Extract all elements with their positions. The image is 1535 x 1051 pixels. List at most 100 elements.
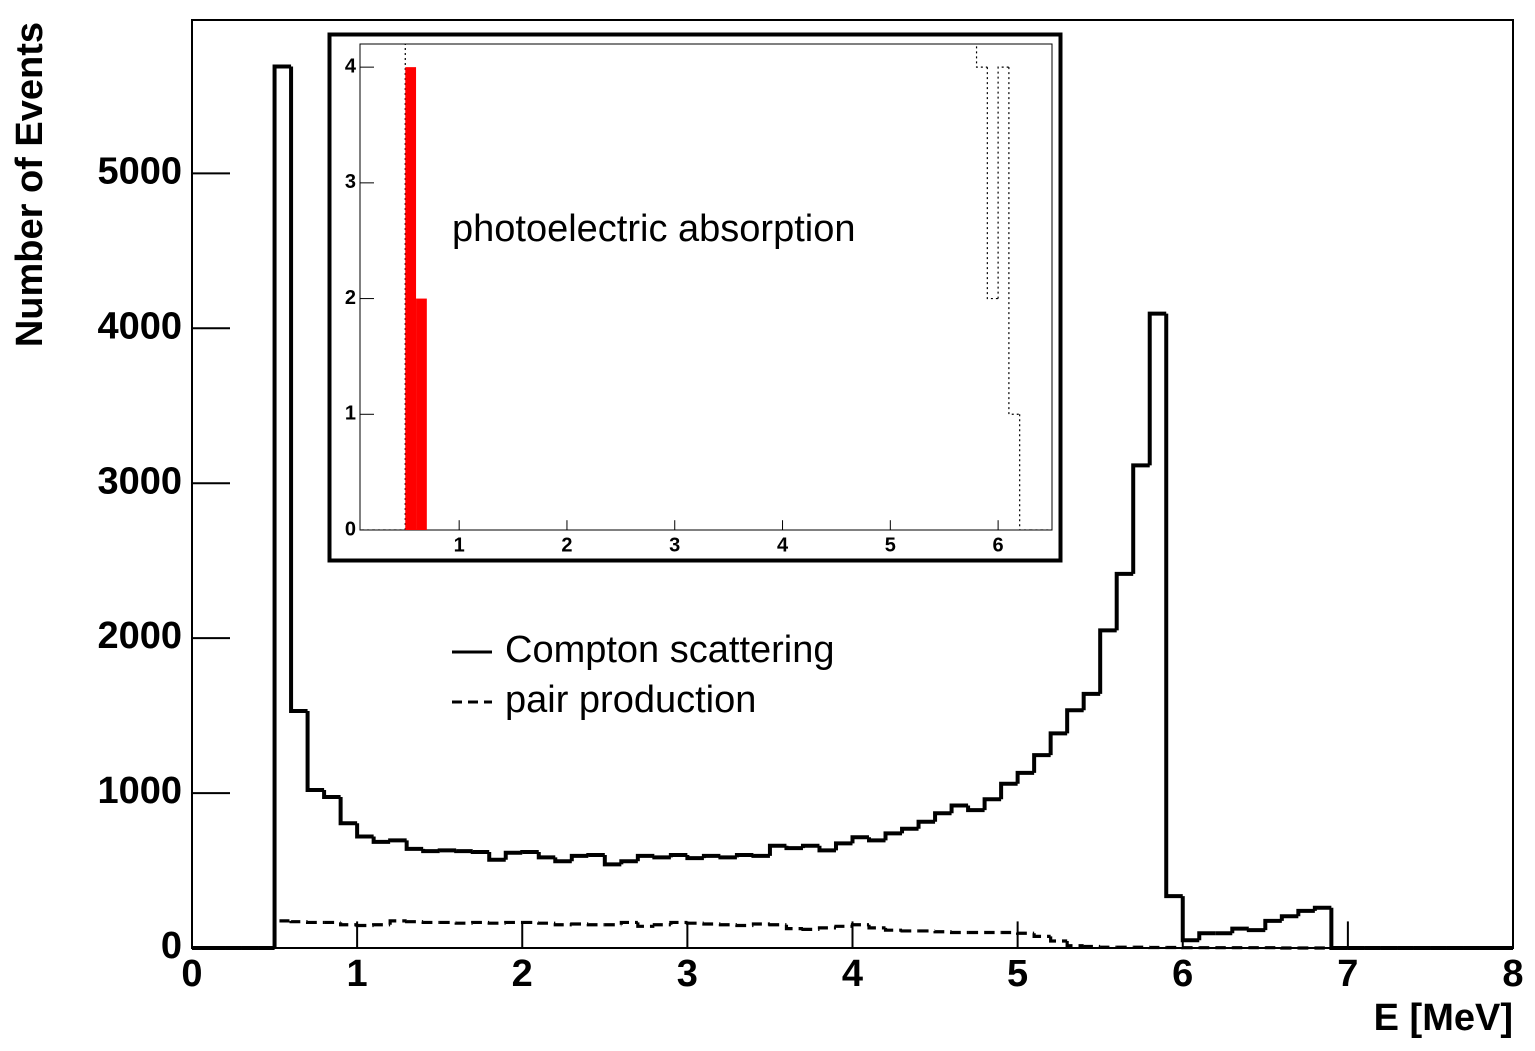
x-tick-label: 1 — [347, 953, 368, 995]
histogram-bin — [833, 841, 853, 851]
histogram-bin — [289, 66, 308, 713]
series-group — [192, 64, 1513, 950]
histogram-bin — [619, 920, 638, 925]
histogram-bin — [997, 66, 1009, 299]
histogram-bin — [471, 920, 490, 925]
histogram-bin — [619, 859, 638, 865]
histogram-bin — [388, 919, 407, 925]
histogram-bin — [801, 927, 820, 932]
histogram-bin — [1098, 945, 1117, 949]
histogram-bin — [933, 930, 952, 934]
histogram-bin — [975, 44, 988, 68]
x-tick-label: 4 — [777, 534, 789, 556]
histogram-bin — [1164, 313, 1183, 899]
histogram-bin — [1065, 941, 1084, 948]
histogram-bin — [404, 840, 424, 851]
histogram-bin — [800, 843, 820, 849]
y-tick-label: 3 — [345, 171, 356, 193]
histogram-bin — [1263, 918, 1282, 931]
x-tick-label: 6 — [1172, 953, 1193, 995]
histogram-bin — [1081, 691, 1101, 711]
histogram-bin — [834, 924, 853, 928]
x-tick-label: 8 — [1502, 953, 1523, 995]
histogram-bin — [305, 920, 325, 925]
histogram-bin — [454, 921, 473, 925]
histogram-bin — [272, 64, 292, 948]
x-tick-label: 6 — [993, 534, 1004, 556]
annotation: photoelectric absorption — [452, 208, 855, 250]
histogram-bin — [371, 836, 391, 844]
histogram-bin — [701, 853, 721, 859]
histogram-bin — [1008, 67, 1020, 415]
bar — [405, 67, 417, 530]
histogram-bin — [735, 923, 754, 928]
histogram-bin — [1114, 571, 1134, 631]
histogram-bin — [437, 848, 457, 853]
histogram-bin — [553, 923, 572, 927]
histogram-bin — [1032, 753, 1051, 773]
histogram-bin — [487, 851, 506, 862]
x-tick-label: 3 — [677, 953, 698, 995]
histogram-bin — [454, 849, 473, 854]
inset-frame — [327, 32, 1063, 563]
series-group — [360, 44, 1052, 530]
histogram-bin — [405, 920, 424, 924]
histogram-bin — [1065, 708, 1084, 734]
histogram-bin — [850, 835, 870, 844]
y-tick-label: 3000 — [97, 460, 182, 502]
histogram-bin — [537, 921, 556, 925]
histogram-bin — [1082, 944, 1101, 949]
histogram-bin — [1032, 933, 1051, 938]
histogram-bin — [520, 849, 539, 854]
x-tick-label: 4 — [842, 953, 863, 995]
histogram-bin — [949, 803, 969, 814]
histogram-bin — [685, 855, 704, 861]
histogram-bin — [272, 919, 292, 948]
histogram-bin — [421, 920, 440, 925]
histogram-bin — [421, 848, 440, 854]
histogram-bin — [1296, 908, 1315, 917]
histogram-bin — [883, 927, 903, 932]
histogram-bin — [767, 843, 787, 856]
histogram-bin — [388, 838, 407, 843]
histogram-bin — [487, 921, 506, 925]
histogram-bin — [1246, 928, 1266, 933]
histogram-bin — [867, 924, 886, 930]
histogram-bin — [1098, 628, 1117, 694]
histogram-bin — [986, 67, 999, 300]
histogram-bin — [900, 929, 919, 933]
histogram-bin — [1147, 311, 1167, 466]
histogram-bin — [1197, 931, 1216, 941]
histogram-bin — [784, 845, 803, 851]
histogram-bin — [569, 853, 589, 862]
histogram-bin — [999, 781, 1018, 800]
histogram-bin — [652, 923, 671, 927]
histogram-bin — [553, 857, 572, 864]
histogram-bin — [1279, 914, 1299, 921]
histogram-bin — [883, 831, 903, 841]
histogram-bin — [867, 837, 886, 843]
histogram-bin — [504, 920, 523, 925]
histogram-bin — [668, 853, 688, 858]
histogram-bin — [570, 922, 589, 926]
inset-plot: 0 1 2 3 4 1 2 3 4 5 6 — [345, 43, 1053, 556]
histogram-bin — [900, 826, 919, 834]
histogram-bin — [338, 796, 358, 826]
histogram-bin — [933, 811, 952, 822]
x-tick-label: 3 — [669, 534, 680, 556]
y-tick-label: 4 — [345, 55, 357, 77]
plot-frame — [359, 43, 1053, 531]
histogram-bin — [586, 923, 605, 927]
histogram-bin — [669, 920, 688, 925]
histogram-bin — [1230, 926, 1249, 934]
x-tick-label: 5 — [885, 534, 896, 556]
x-tick-label: 1 — [454, 534, 465, 556]
bar — [416, 298, 427, 530]
y-tick-label: 2000 — [97, 615, 182, 657]
histogram-bin — [1131, 463, 1150, 574]
y-tick-label: 0 — [345, 518, 356, 540]
main-plot: 0 1000 2000 3000 4000 5000 0 1 2 3 4 5 6 7 8 Compton sc… — [97, 19, 1524, 995]
histogram-bin — [289, 920, 308, 924]
histogram-bin — [718, 855, 737, 860]
